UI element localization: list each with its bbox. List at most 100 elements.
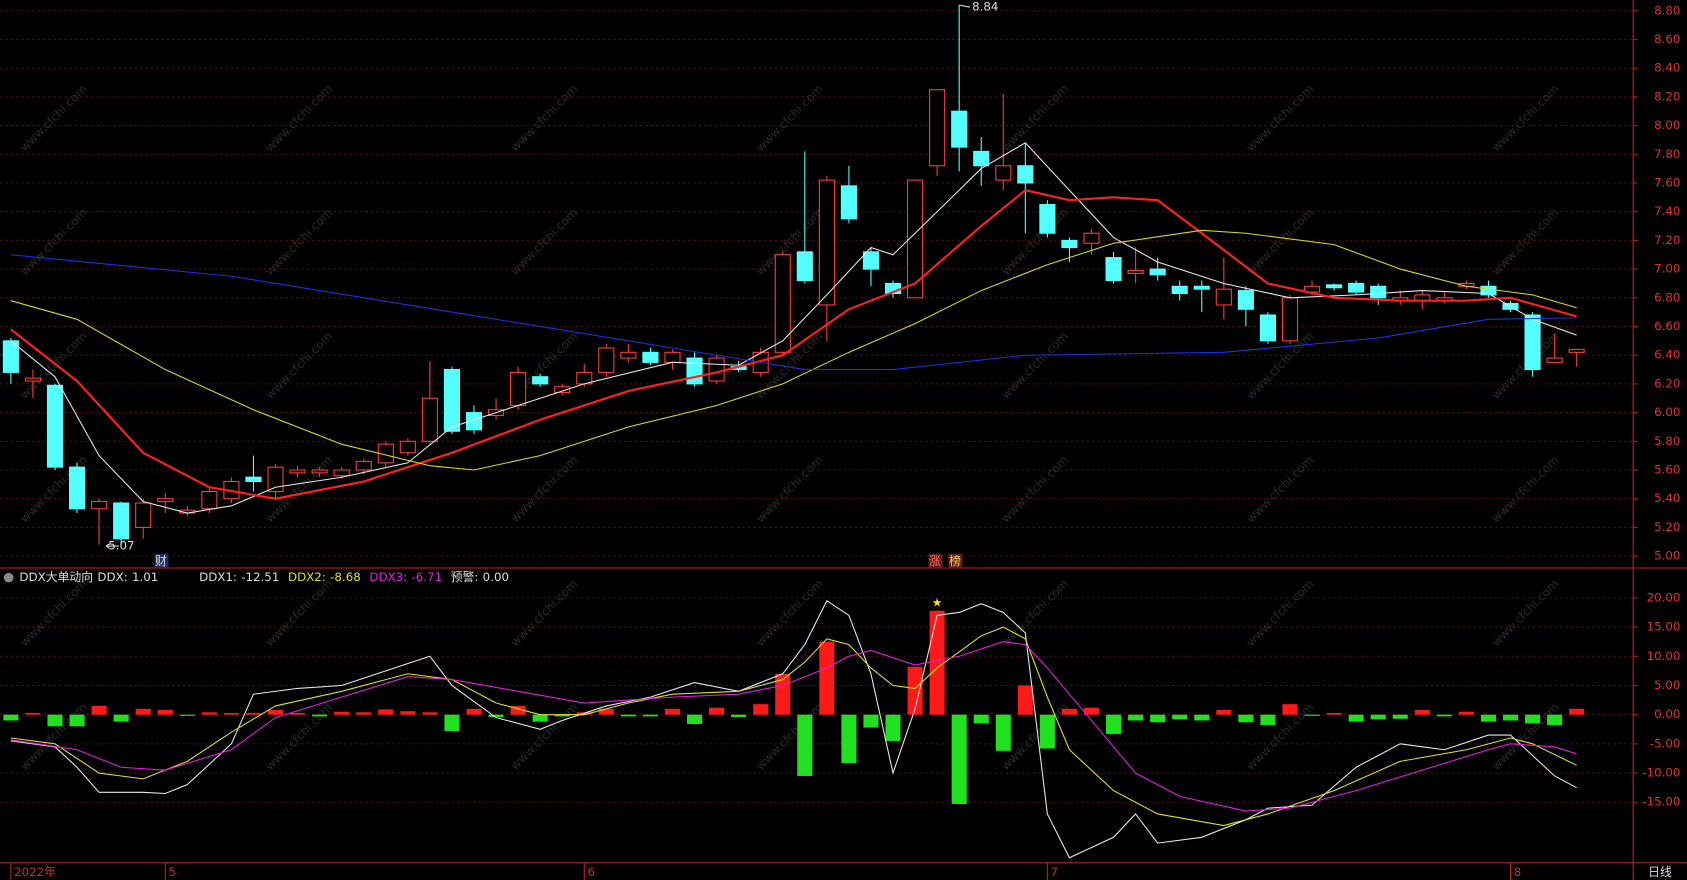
ddx-line (10, 641, 1577, 812)
header-text: DDX2: (288, 570, 326, 584)
ddx-bar (1392, 714, 1408, 719)
ddx-bar (135, 708, 151, 715)
annotation-arrow (959, 4, 971, 8)
ddx-bar (642, 714, 658, 717)
candle-body (1039, 203, 1056, 234)
candle-body (774, 254, 791, 353)
candle-body (1546, 357, 1563, 363)
ddx-bar (753, 704, 769, 715)
candle-body (1568, 348, 1585, 353)
candle-body (68, 466, 86, 510)
candle-body (1171, 285, 1188, 295)
ddx-bar (1017, 685, 1033, 715)
high-label: 8.84 (972, 0, 998, 14)
moving-average (10, 229, 1577, 471)
candle-body (1127, 269, 1144, 274)
candle-body (24, 377, 42, 382)
candle-body (686, 357, 703, 385)
moving-average (10, 142, 1577, 514)
ddx-bar (422, 712, 438, 715)
candle-body (245, 476, 262, 483)
candle-body (267, 466, 284, 493)
ddx-bar (907, 666, 923, 715)
ddx-bar (466, 708, 482, 715)
ddx-bar (709, 707, 725, 715)
candle-body (1281, 297, 1299, 342)
y-tick-label: 5.00 (1654, 678, 1680, 692)
candle-body (1326, 284, 1343, 289)
ddx-bar (1260, 714, 1276, 726)
ddx-bar (25, 712, 41, 715)
candle-body (510, 371, 527, 406)
y-tick-label: -5.00 (1650, 736, 1681, 750)
y-tick-label: 6.60 (1654, 319, 1680, 333)
header-text: -8.68 (330, 570, 361, 584)
ddx-bar (1326, 712, 1342, 715)
ddx-bar (598, 708, 614, 715)
ddx-bar (312, 714, 328, 717)
ddx-bar (863, 714, 879, 728)
candle-body (355, 460, 372, 471)
candle-body (1017, 165, 1034, 184)
ddx-bar (620, 714, 636, 717)
candle-body (1105, 257, 1122, 282)
candle-body (907, 179, 924, 299)
ddx-bar (1414, 709, 1430, 715)
indicator-icon[interactable] (3, 572, 14, 583)
ddx-bar (1569, 708, 1585, 715)
ddx-bar (3, 714, 19, 721)
y-tick-label: 7.80 (1654, 147, 1680, 161)
y-tick-label: 7.00 (1654, 262, 1680, 276)
candle-body (113, 502, 130, 540)
ddx-bar (731, 714, 747, 717)
y-tick-label: 5.60 (1654, 463, 1680, 477)
candle-body (862, 251, 880, 270)
ddx-bar (488, 714, 504, 717)
candle-body (973, 150, 990, 167)
ddx-bar (841, 714, 857, 764)
y-tick-label: 8.20 (1654, 89, 1680, 103)
candle-body (399, 440, 416, 454)
ddx-bar (1525, 714, 1541, 724)
candle-body (1237, 290, 1254, 310)
candle-body (1215, 288, 1232, 306)
candle-body (465, 412, 483, 431)
candle-body (1149, 268, 1166, 276)
ddx-bar (797, 714, 813, 776)
ddx-bar (1150, 714, 1166, 723)
marker-bg (928, 554, 943, 569)
y-tick-label: 10.00 (1647, 649, 1681, 663)
ddx-bar (1282, 704, 1298, 715)
period-label: 日线 (1648, 865, 1672, 879)
y-tick-label: 6.80 (1654, 290, 1680, 304)
y-tick-label: -10.00 (1642, 766, 1680, 780)
candle-body (532, 376, 549, 385)
x-tick-label: 6 (587, 865, 595, 879)
moving-average (10, 189, 1577, 500)
candle-body (1524, 314, 1541, 371)
ddx-bar (201, 712, 217, 715)
ddx-line (10, 600, 1577, 859)
ddx-bar (400, 711, 416, 715)
ddx-bar (510, 705, 526, 715)
candle-body (796, 251, 813, 282)
ddx-bar (290, 712, 306, 715)
marker-bg (154, 554, 169, 569)
ddx-bar (885, 714, 901, 741)
ddx-bar (1348, 714, 1364, 722)
candle-body (289, 469, 306, 474)
ddx-bar (1039, 714, 1055, 749)
candle-body (1083, 232, 1100, 244)
y-tick-label: 20.00 (1647, 590, 1681, 604)
ddx-bar (819, 641, 835, 715)
y-tick-label: 6.40 (1654, 348, 1680, 362)
y-tick-label: 7.20 (1654, 233, 1680, 247)
y-tick-label: 0.00 (1654, 707, 1680, 721)
candle-body (1370, 285, 1387, 299)
candle-body (708, 357, 725, 382)
x-tick-label: 2022年 (14, 865, 56, 879)
ddx-bar (356, 712, 372, 715)
candle-body (421, 397, 438, 442)
candle-body (929, 89, 946, 167)
candle-body (554, 386, 571, 394)
